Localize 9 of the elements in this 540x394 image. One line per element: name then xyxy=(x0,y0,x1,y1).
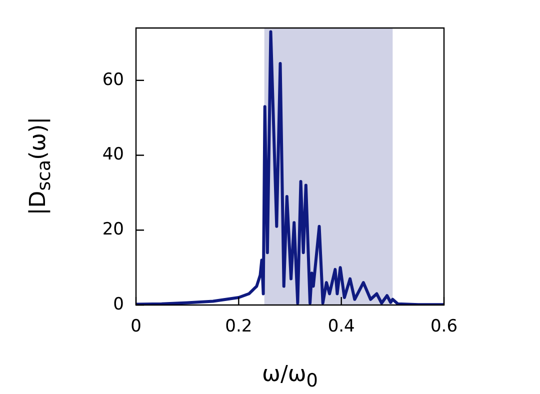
x-tick-label: 0 xyxy=(130,316,142,337)
y-tick-label: 0 xyxy=(113,294,124,314)
y-tick-label: 40 xyxy=(102,144,124,165)
x-tick-label: 0.4 xyxy=(328,316,355,337)
x-axis-title: ω/ω$_{0}$ xyxy=(261,362,319,394)
x-tick-label: 0.6 xyxy=(430,316,458,337)
y-tick-label: 60 xyxy=(102,70,124,90)
x-tick-label: 0.2 xyxy=(225,316,252,337)
y-tick-label: 20 xyxy=(102,220,124,240)
